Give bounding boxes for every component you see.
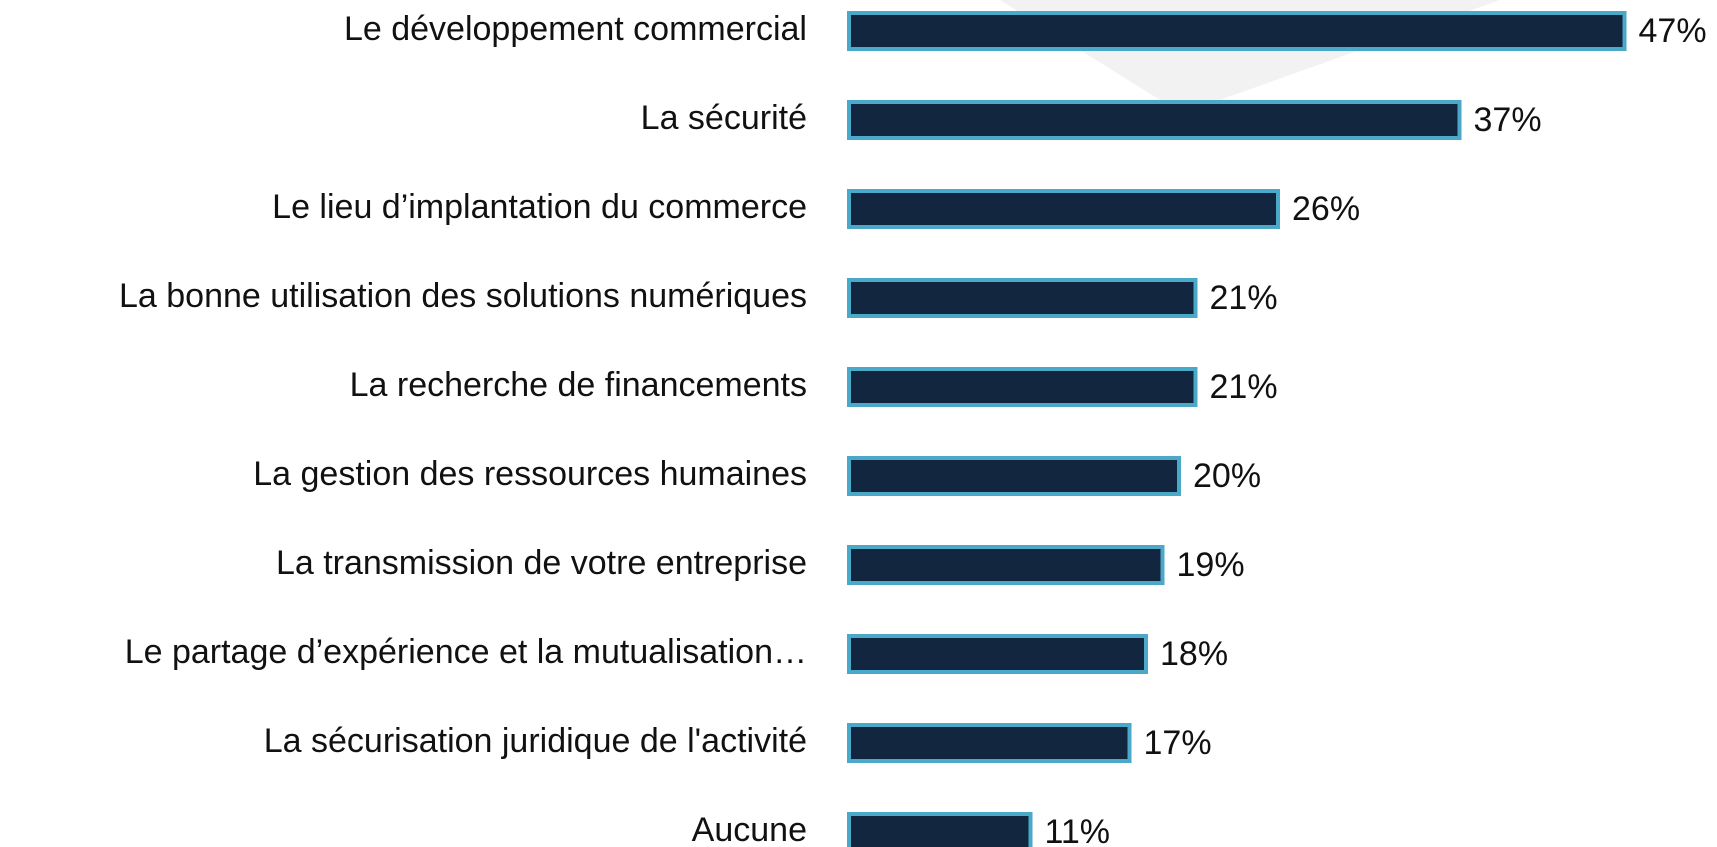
value-label: 37% [1474, 101, 1542, 139]
category-label: La bonne utilisation des solutions numér… [119, 277, 807, 315]
bar [847, 11, 1627, 51]
bar [847, 456, 1181, 496]
category-label: Le partage d’expérience et la mutualisat… [125, 633, 807, 671]
value-label: 18% [1160, 635, 1228, 673]
bar [847, 812, 1033, 847]
value-label: 19% [1177, 546, 1245, 584]
category-label: Le développement commercial [344, 10, 807, 48]
value-label: 11% [1045, 813, 1111, 847]
category-label: La sécurité [641, 99, 807, 137]
category-label: Le lieu d’implantation du commerce [272, 188, 807, 226]
value-label: 17% [1144, 724, 1212, 762]
bar [847, 278, 1198, 318]
value-label: 26% [1292, 190, 1360, 228]
value-label: 47% [1639, 12, 1707, 50]
bar [847, 189, 1280, 229]
category-label: Aucune [692, 811, 807, 847]
bar [847, 545, 1165, 585]
category-label: La transmission de votre entreprise [276, 544, 807, 582]
category-label: La gestion des ressources humaines [253, 455, 807, 493]
value-label: 21% [1210, 368, 1278, 406]
category-label: La recherche de financements [350, 366, 807, 404]
bar [847, 367, 1198, 407]
value-label: 21% [1210, 279, 1278, 317]
bar [847, 723, 1132, 763]
category-label: La sécurisation juridique de l'activité [264, 722, 807, 760]
bar [847, 634, 1148, 674]
value-label: 20% [1193, 457, 1261, 495]
bar [847, 100, 1462, 140]
